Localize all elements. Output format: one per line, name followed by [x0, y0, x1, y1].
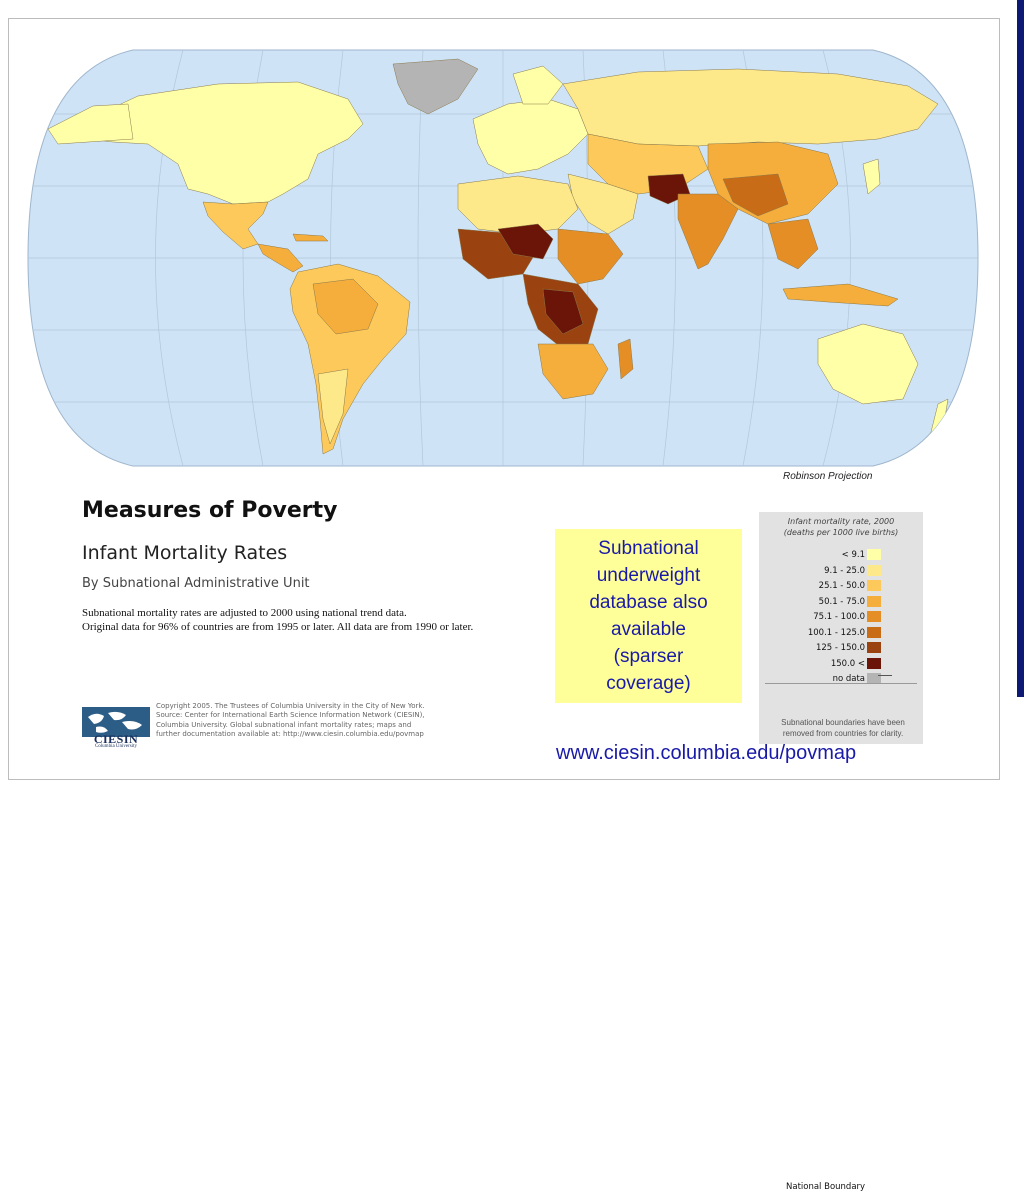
legend-row: 50.1 - 75.0 — [759, 595, 923, 609]
legend-row: 100.1 - 125.0 — [759, 626, 923, 640]
notes-line: Original data for 96% of countries are f… — [82, 621, 474, 633]
australia — [817, 323, 919, 405]
legend-row-label: 75.1 - 100.0 — [813, 612, 865, 622]
copyright-text: Copyright 2005. The Trustees of Columbia… — [156, 702, 436, 740]
legend-row: 9.1 - 25.0 — [759, 564, 923, 578]
legend-row: < 9.1 — [759, 548, 923, 562]
world-map — [18, 44, 988, 472]
world-map-svg — [27, 49, 979, 467]
logo-sub: Columbia University — [94, 744, 138, 749]
legend-row: 150.0 < — [759, 657, 923, 671]
caribbean — [292, 233, 329, 242]
legend-row-label: 25.1 - 50.0 — [818, 581, 865, 591]
legend-swatch — [867, 626, 881, 638]
projection-label: Robinson Projection — [783, 471, 873, 482]
legend-row-label: 100.1 - 125.0 — [807, 627, 865, 638]
central-america — [257, 243, 304, 273]
sahel — [497, 223, 554, 260]
legend-title: Infant mortality rate, 2000 (deaths per … — [759, 516, 923, 538]
indonesia — [782, 283, 899, 307]
legend-footnote-line: removed from countries for clarity. — [782, 729, 904, 738]
legend-swatch — [867, 580, 881, 591]
southeast-asia — [767, 218, 819, 270]
legend-swatch — [867, 657, 881, 669]
legend-row-label: < 9.1 — [841, 550, 865, 560]
legend-row-label: 9.1 - 25.0 — [824, 565, 865, 576]
south-america-south — [317, 368, 349, 445]
map-by-line: By Subnational Administrative Unit — [82, 576, 310, 591]
legend-row: 25.1 - 50.0 — [759, 579, 923, 593]
callout-text: Subnational underweight database also av… — [589, 538, 708, 694]
east-africa — [557, 228, 624, 285]
mexico — [202, 201, 269, 250]
landmasses — [47, 58, 949, 455]
legend-footnote-line: Subnational boundaries have been — [781, 718, 905, 727]
legend-boundary-line — [878, 675, 892, 676]
legend-divider — [765, 683, 917, 684]
legend-swatch — [867, 673, 881, 684]
madagascar — [617, 338, 634, 380]
alaska — [47, 103, 134, 145]
logo-name: CIESIN — [93, 732, 139, 746]
copyright-line: further documentation available at: http… — [156, 730, 424, 739]
legend-row-label: 125 - 150.0 — [815, 643, 865, 653]
legend-footnote: Subnational boundaries have been removed… — [763, 717, 923, 739]
map-legend: Infant mortality rate, 2000 (deaths per … — [759, 512, 923, 1192]
greenland — [392, 58, 479, 115]
copyright-line: Columbia University. Global subnational … — [156, 720, 412, 729]
source-url-link[interactable]: www.ciesin.columbia.edu/povmap — [556, 742, 857, 764]
slide-side-bar — [1017, 0, 1024, 697]
notes-line: Subnational mortality rates are adjusted… — [82, 607, 407, 619]
map-subtitle: Infant Mortality Rates — [82, 542, 288, 564]
callout-box: Subnational underweight database also av… — [555, 529, 742, 703]
north-africa — [457, 175, 579, 235]
legend-title-line: (deaths per 1000 live births) — [783, 528, 899, 537]
map-notes: Subnational mortality rates are adjusted… — [82, 606, 473, 634]
legend-row: 75.1 - 100.0 — [759, 610, 923, 624]
congo — [542, 288, 584, 335]
legend-title-line: Infant mortality rate, 2000 — [787, 517, 895, 526]
legend-boundary-label: National Boundary — [786, 1182, 866, 1192]
legend-swatch — [867, 595, 881, 607]
legend-row-label: no data — [832, 674, 865, 684]
china-west — [722, 173, 789, 217]
legend-row: 125 - 150.0 — [759, 641, 923, 655]
southern-africa — [537, 343, 609, 400]
legend-row-label: 50.1 - 75.0 — [818, 596, 865, 607]
legend-row-label: 150.0 < — [830, 658, 865, 669]
legend-row: no data — [759, 672, 923, 686]
ciesin-logo-icon — [82, 707, 150, 737]
legend-swatch — [867, 642, 881, 653]
north-america — [77, 81, 364, 205]
japan — [862, 158, 881, 195]
south-america-high — [312, 278, 379, 335]
legend-swatch — [867, 611, 881, 622]
scandinavia — [512, 65, 564, 105]
copyright-line: Copyright 2005. The Trustees of Columbia… — [156, 702, 425, 710]
copyright-line: Source: Center for International Earth S… — [156, 711, 425, 720]
legend-swatch — [867, 549, 881, 560]
map-title: Measures of Poverty — [82, 498, 338, 523]
legend-swatch — [867, 564, 881, 576]
